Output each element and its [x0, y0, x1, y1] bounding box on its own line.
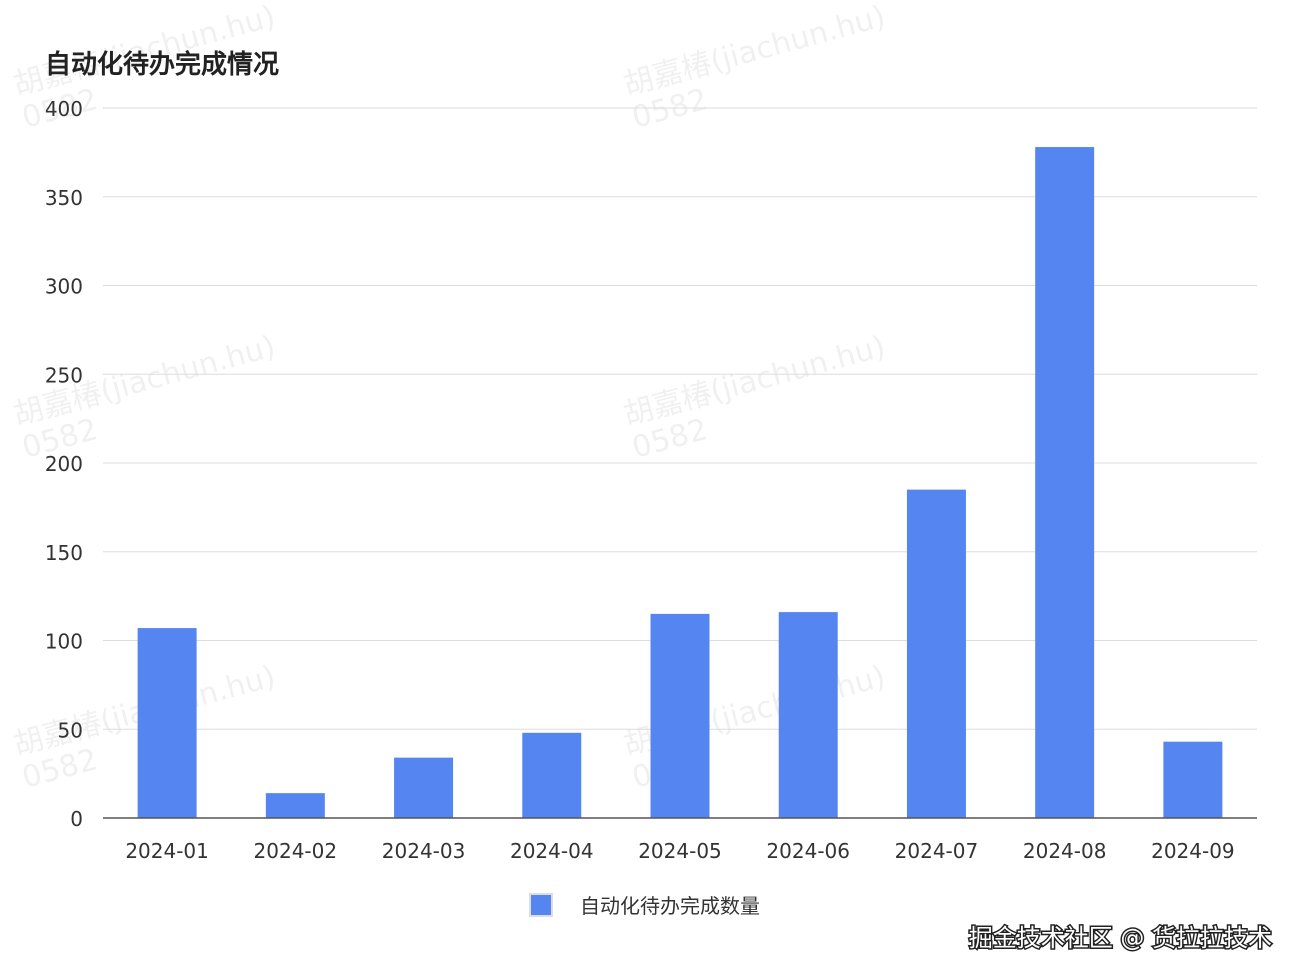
y-tick-label: 150 [45, 541, 83, 565]
bar[interactable] [394, 757, 454, 818]
y-tick-label: 400 [45, 97, 83, 121]
x-tick-label: 2024-04 [510, 839, 594, 863]
bar[interactable] [265, 793, 325, 818]
bar[interactable] [1163, 741, 1223, 818]
bar[interactable] [137, 628, 197, 818]
bars [137, 147, 1223, 819]
grid-lines [103, 107, 1257, 730]
x-tick-label: 2024-07 [895, 839, 979, 863]
y-tick-label: 350 [45, 186, 83, 210]
bar[interactable] [906, 489, 966, 818]
x-tick-label: 2024-06 [766, 839, 850, 863]
y-tick-label: 100 [45, 630, 83, 654]
legend-swatch [529, 893, 553, 917]
bar[interactable] [522, 732, 582, 818]
y-tick-label: 50 [58, 718, 83, 742]
legend-label: 自动化待办完成数量 [580, 894, 760, 918]
x-tick-label: 2024-02 [254, 839, 338, 863]
x-tick-label: 2024-03 [382, 839, 466, 863]
x-tick-label: 2024-09 [1151, 839, 1235, 863]
x-tick-label: 2024-08 [1023, 839, 1107, 863]
y-axis-ticks: 0 50 100 150 200 250 300 350 400 [45, 97, 83, 831]
x-tick-label: 2024-01 [125, 839, 209, 863]
x-tick-label: 2024-05 [638, 839, 722, 863]
bar[interactable] [778, 612, 838, 818]
bar[interactable] [1035, 147, 1095, 819]
chart-title: 自动化待办完成情况 [45, 49, 279, 80]
x-axis-ticks: 2024-01 2024-02 2024-03 2024-04 2024-05 2024-… [125, 839, 1234, 863]
y-tick-label: 300 [45, 275, 83, 299]
footer-credit: 掘金技术社区 @ 货拉拉技术 [969, 924, 1272, 952]
y-tick-label: 200 [45, 452, 83, 476]
bar[interactable] [650, 613, 710, 818]
y-tick-label: 0 [70, 807, 83, 831]
y-tick-label: 250 [45, 363, 83, 387]
legend[interactable]: 自动化待办完成数量 [529, 893, 760, 918]
